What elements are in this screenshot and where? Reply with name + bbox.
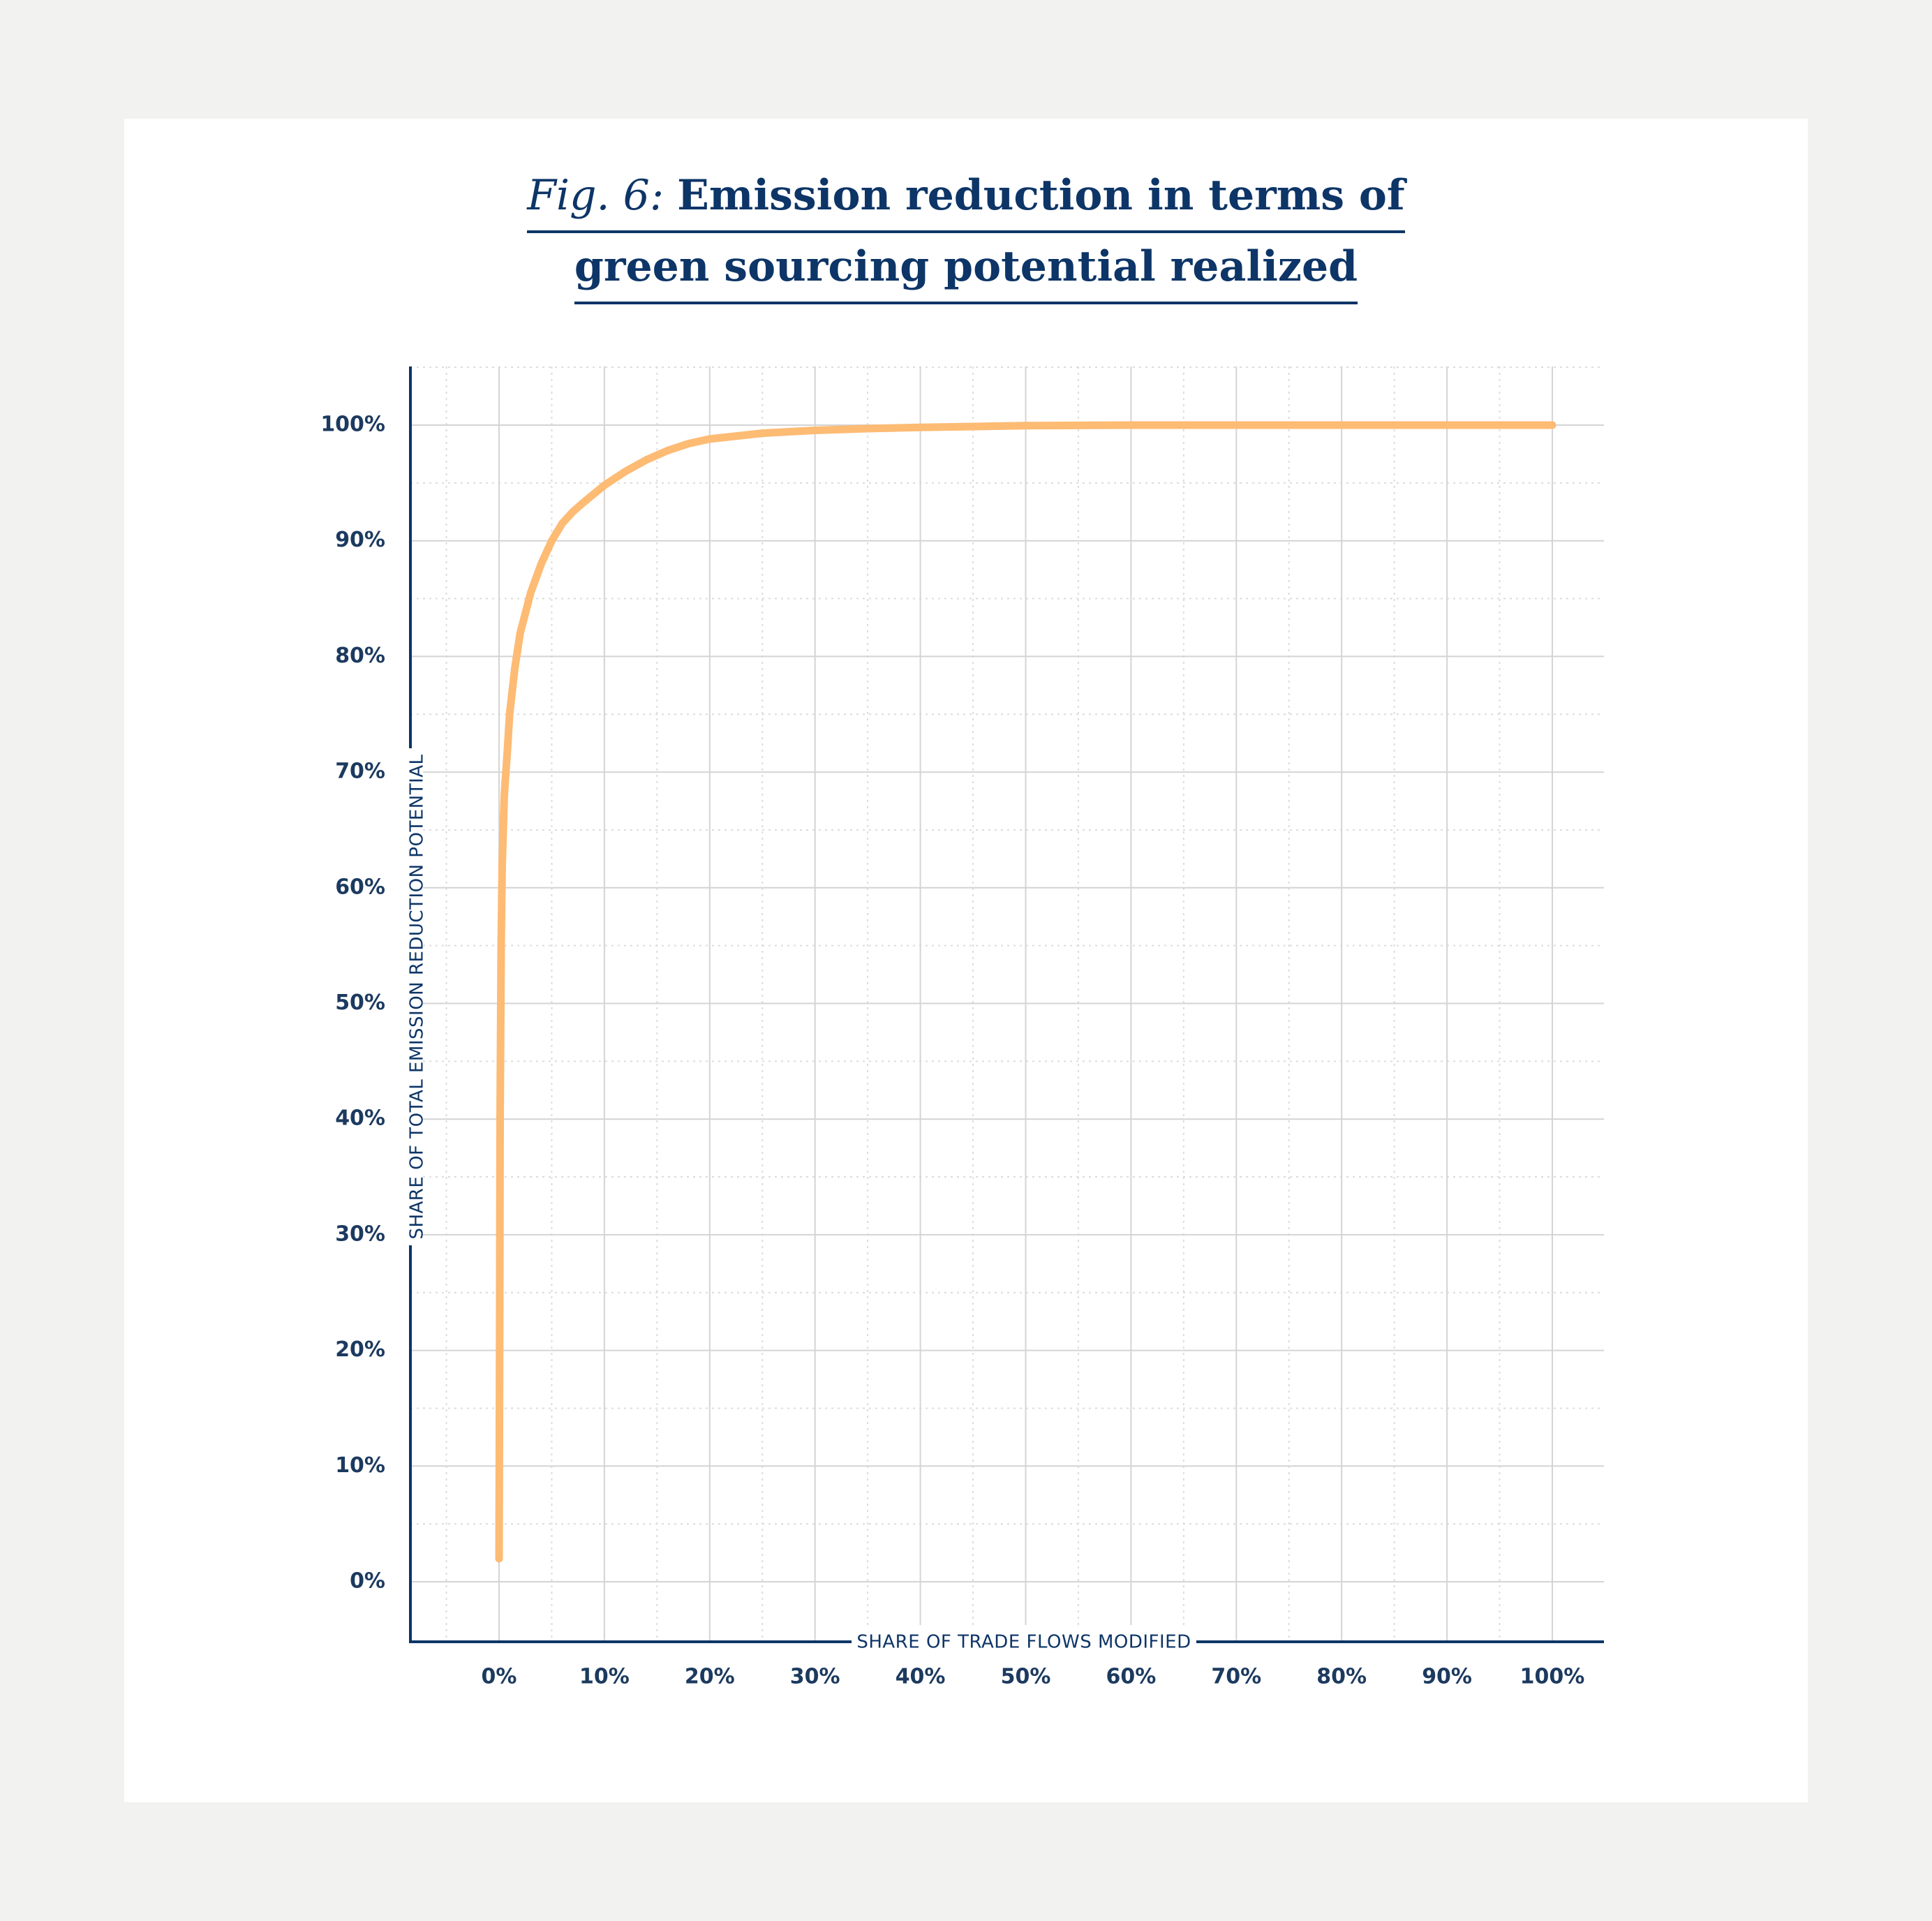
grid-major [410, 366, 1604, 1642]
x-tick-label: 90% [1422, 1665, 1472, 1689]
figure-number: Fig. 6: [527, 171, 664, 220]
x-tick-label: 30% [790, 1665, 840, 1689]
series-line [495, 421, 1556, 1563]
y-tick-label: 40% [335, 1106, 385, 1131]
y-axis-title: SHARE OF TOTAL EMISSION REDUCTION POTENT… [407, 754, 428, 1239]
y-tick-labels: 0% 10% 20% 30% 40% 50% 60% 70% 80% 90% 100% [320, 413, 385, 1594]
axes: SHARE OF TRADE FLOWS MODIFIED SHARE OF T… [398, 366, 1604, 1659]
title-line-2: green sourcing potential realized [574, 233, 1358, 304]
title-line-1: Fig. 6: Emission reduction in terms of [527, 162, 1405, 233]
x-axis-title: SHARE OF TRADE FLOWS MODIFIED [856, 1632, 1191, 1653]
y-tick-label: 30% [335, 1222, 385, 1246]
y-axis-title-bg [398, 748, 423, 1245]
y-tick-label: 70% [335, 759, 385, 784]
x-axis-title-bg [852, 1625, 1196, 1659]
chart-title: Fig. 6: Emission reduction in terms of g… [0, 162, 1932, 304]
x-tick-labels: 0% 10% 20% 30% 40% 50% 60% 70% 80% 90% 100% [482, 1665, 1585, 1689]
x-tick-label: 0% [482, 1665, 517, 1689]
y-tick-label: 0% [350, 1569, 385, 1594]
title-text-1: Emission reduction in terms of [677, 171, 1405, 220]
x-tick-label: 10% [579, 1665, 630, 1689]
y-tick-label: 100% [320, 413, 385, 437]
y-tick-label: 20% [335, 1337, 385, 1362]
grid-minor [410, 366, 1604, 1642]
y-tick-label: 90% [335, 528, 385, 552]
x-tick-label: 40% [896, 1665, 946, 1689]
y-tick-label: 80% [335, 644, 385, 668]
x-tick-label: 20% [685, 1665, 735, 1689]
x-tick-label: 100% [1520, 1665, 1585, 1689]
x-tick-label: 50% [1001, 1665, 1051, 1689]
x-tick-label: 60% [1106, 1665, 1156, 1689]
y-tick-label: 50% [335, 991, 385, 1015]
x-tick-label: 80% [1316, 1665, 1367, 1689]
y-tick-label: 10% [335, 1453, 385, 1478]
y-tick-label: 60% [335, 875, 385, 899]
x-tick-label: 70% [1211, 1665, 1261, 1689]
